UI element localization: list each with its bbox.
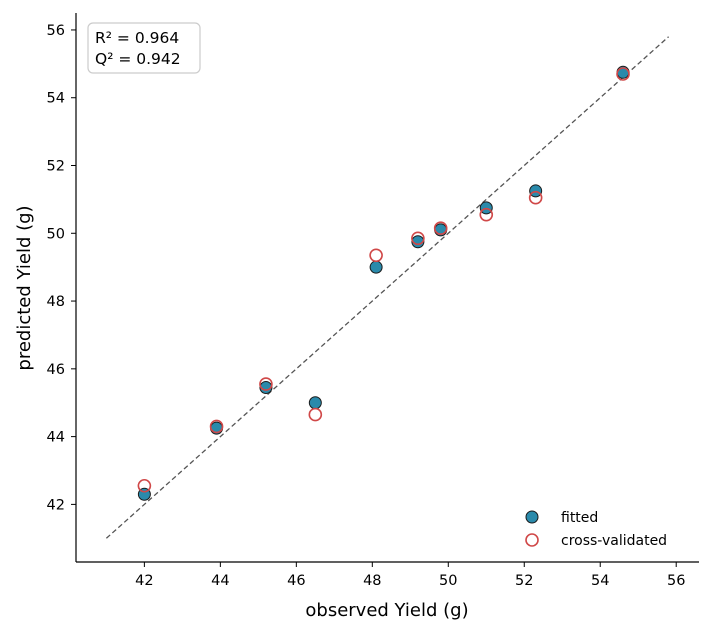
x-tick-label: 48	[363, 573, 381, 589]
legend-marker-cross-validated	[525, 533, 539, 547]
x-tick-label: 50	[439, 573, 457, 589]
y-axis-label: predicted Yield (g)	[14, 205, 35, 370]
x-axis-label: observed Yield (g)	[305, 600, 468, 621]
y-axis-ticks: 42 44 46 48 50 52 54 56	[47, 23, 76, 513]
cross-validated-point	[433, 221, 448, 235]
cross-validated-point	[369, 248, 383, 263]
legend-label-fitted: fitted	[561, 510, 598, 526]
cross-validated-point	[411, 231, 425, 246]
x-tick-label: 44	[211, 573, 229, 589]
identity-reference-line	[105, 36, 670, 539]
legend-marker-fitted	[525, 510, 539, 524]
y-tick-label: 54	[47, 91, 65, 107]
cross-validated-point	[308, 407, 323, 422]
fitted-point	[411, 235, 425, 249]
x-tick-label: 42	[135, 573, 153, 589]
cross-validated-point	[137, 478, 152, 493]
x-tick-label: 46	[287, 573, 305, 589]
q-squared-text: Q² = 0.942	[95, 50, 181, 68]
cross-validated-point	[479, 207, 494, 222]
stats-annotation-box	[87, 22, 201, 74]
fitted-point	[259, 380, 273, 394]
cross-validated-point	[209, 419, 224, 434]
cross-validated-point	[528, 190, 543, 205]
cross-validated-point	[259, 377, 273, 391]
plot-area	[105, 36, 670, 539]
x-tick-label: 56	[667, 573, 685, 589]
y-tick-label: 42	[47, 497, 65, 513]
y-tick-label: 56	[47, 23, 65, 39]
x-tick-label: 52	[515, 573, 533, 589]
legend: fitted cross-validated	[525, 510, 667, 549]
stats-annotation: R² = 0.964 Q² = 0.942	[87, 22, 201, 74]
fitted-point	[308, 396, 322, 410]
x-tick-label: 54	[591, 573, 609, 589]
y-tick-label: 46	[47, 362, 65, 378]
x-axis-ticks: 42 44 46 48 50 52 54 56	[135, 562, 685, 589]
cross-validated-point	[616, 67, 630, 81]
y-tick-label: 48	[47, 294, 65, 310]
fitted-point	[369, 260, 383, 274]
y-tick-label: 50	[47, 226, 65, 242]
y-tick-label: 52	[47, 159, 65, 175]
r-squared-text: R² = 0.964	[95, 29, 179, 47]
y-tick-label: 44	[47, 430, 65, 446]
legend-label-cross-validated: cross-validated	[561, 533, 667, 549]
